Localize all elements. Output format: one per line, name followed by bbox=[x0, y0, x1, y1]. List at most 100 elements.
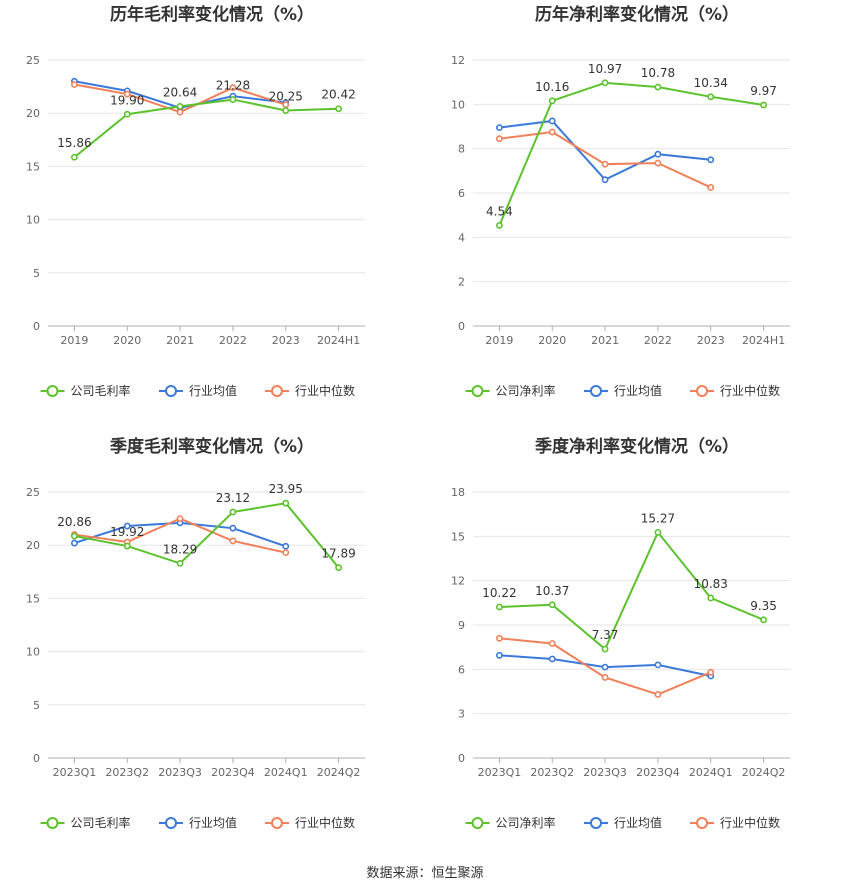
data-point bbox=[601, 160, 609, 168]
data-point bbox=[229, 84, 237, 92]
data-label: 15.86 bbox=[57, 136, 91, 150]
data-point bbox=[601, 79, 609, 87]
y-tick-label: 0 bbox=[458, 752, 465, 765]
y-tick-label: 20 bbox=[26, 107, 40, 120]
data-point bbox=[71, 81, 78, 88]
data-point bbox=[123, 110, 131, 118]
data-point bbox=[654, 159, 662, 167]
data-point bbox=[760, 101, 767, 109]
data-point bbox=[654, 150, 662, 158]
legend-marker-icon bbox=[46, 817, 59, 829]
chart-panel-quarterly-net-margin: 季度净利率变化情况（%） 0 3 6 9 12 15 18 2023Q1 2023Q2 2023Q3… bbox=[425, 432, 850, 862]
data-point bbox=[282, 549, 290, 557]
legend-item[interactable]: 公司毛利率 bbox=[40, 815, 131, 830]
chart-title: 历年毛利率变化情况（%） bbox=[110, 4, 314, 25]
data-point bbox=[654, 528, 662, 536]
data-label: 10.78 bbox=[641, 66, 675, 80]
data-point bbox=[176, 515, 184, 522]
x-tick-label: 2022 bbox=[644, 334, 672, 347]
legend-item[interactable]: 公司净利率 bbox=[465, 383, 556, 398]
y-tick-label: 15 bbox=[26, 160, 40, 173]
legend-item[interactable]: 行业均值 bbox=[584, 815, 662, 830]
y-tick-label: 18 bbox=[451, 486, 465, 499]
legend-label: 行业中位数 bbox=[720, 815, 780, 830]
y-tick-label: 12 bbox=[451, 575, 465, 588]
y-tick-label: 25 bbox=[26, 54, 40, 67]
x-tick-label: 2021 bbox=[166, 334, 194, 347]
legend-item[interactable]: 行业中位数 bbox=[690, 815, 780, 830]
chart-title: 历年净利率变化情况（%） bbox=[535, 4, 739, 25]
legend-label: 行业均值 bbox=[614, 815, 662, 830]
legend-label: 行业均值 bbox=[189, 815, 237, 830]
data-point bbox=[707, 93, 715, 101]
x-tick-label: 2024Q2 bbox=[742, 766, 786, 779]
y-tick-label: 10 bbox=[451, 98, 465, 111]
data-label: 21.28 bbox=[216, 79, 250, 93]
y-tick-label: 4 bbox=[458, 231, 465, 244]
y-tick-label: 8 bbox=[458, 143, 465, 156]
x-tick-label: 2021 bbox=[591, 334, 619, 347]
data-point bbox=[282, 107, 290, 114]
data-point bbox=[496, 221, 503, 229]
data-point bbox=[601, 674, 609, 681]
data-point bbox=[71, 539, 78, 547]
legend-item[interactable]: 行业中位数 bbox=[690, 383, 780, 398]
x-tick-label: 2023 bbox=[697, 334, 725, 347]
x-tick-label: 2019 bbox=[60, 334, 88, 347]
data-point bbox=[707, 156, 715, 164]
data-label: 20.86 bbox=[57, 515, 91, 529]
legend-item[interactable]: 行业中位数 bbox=[265, 815, 355, 830]
data-label: 17.89 bbox=[321, 547, 355, 561]
data-point bbox=[71, 153, 78, 161]
y-tick-label: 10 bbox=[26, 214, 40, 227]
data-point bbox=[601, 663, 609, 671]
data-point bbox=[282, 499, 290, 507]
legend-item[interactable]: 公司净利率 bbox=[465, 815, 556, 830]
data-label: 19.90 bbox=[110, 93, 144, 107]
x-tick-label: 2023Q1 bbox=[478, 766, 522, 779]
data-point bbox=[548, 97, 556, 105]
x-tick-label: 2023Q3 bbox=[158, 766, 202, 779]
legend-label: 行业中位数 bbox=[295, 383, 355, 398]
data-point bbox=[496, 651, 503, 659]
series-line bbox=[498, 81, 764, 226]
data-point bbox=[548, 117, 556, 125]
legend-item[interactable]: 行业中位数 bbox=[265, 383, 355, 398]
data-point bbox=[654, 83, 662, 91]
data-label: 10.83 bbox=[694, 577, 728, 591]
data-point bbox=[282, 542, 290, 550]
x-tick-label: 2023 bbox=[272, 334, 300, 347]
data-point bbox=[123, 542, 131, 550]
data-label: 7.37 bbox=[592, 628, 619, 642]
legend-label: 行业均值 bbox=[189, 383, 237, 398]
legend-label: 行业均值 bbox=[614, 383, 662, 398]
data-point bbox=[548, 655, 556, 663]
x-tick-label: 2024Q1 bbox=[264, 766, 308, 779]
x-tick-label: 2024Q1 bbox=[689, 766, 733, 779]
chart-annual-gross-margin: 历年毛利率变化情况（%） 0 5 10 15 20 25 2019 2020 2021 2022 20… bbox=[26, 4, 365, 398]
legend-marker-icon bbox=[165, 385, 177, 397]
legend-marker-icon bbox=[471, 817, 484, 829]
data-point bbox=[229, 537, 237, 545]
y-tick-label: 12 bbox=[451, 54, 465, 67]
data-label: 18.29 bbox=[163, 542, 197, 556]
data-label: 15.27 bbox=[641, 511, 675, 525]
legend-label: 行业中位数 bbox=[720, 383, 780, 398]
legend-item[interactable]: 行业均值 bbox=[584, 383, 662, 398]
y-tick-label: 6 bbox=[458, 187, 465, 200]
data-label: 4.54 bbox=[486, 204, 513, 218]
data-point bbox=[654, 691, 662, 698]
data-point bbox=[335, 564, 342, 572]
x-tick-label: 2023Q4 bbox=[636, 766, 680, 779]
data-point bbox=[601, 176, 609, 184]
legend-item[interactable]: 行业均值 bbox=[159, 815, 237, 830]
legend-marker-icon bbox=[471, 385, 484, 397]
legend-item[interactable]: 行业均值 bbox=[159, 383, 237, 398]
data-label: 10.37 bbox=[535, 584, 569, 598]
legend-item[interactable]: 公司毛利率 bbox=[40, 383, 131, 398]
chart-panel-annual-gross-margin: 历年毛利率变化情况（%） 0 5 10 15 20 25 2019 2020 2021 2022 20… bbox=[0, 0, 425, 430]
x-tick-label: 2024Q2 bbox=[317, 766, 361, 779]
data-point bbox=[707, 594, 715, 602]
legend-marker-icon bbox=[165, 817, 177, 829]
chart-quarterly-net-margin: 季度净利率变化情况（%） 0 3 6 9 12 15 18 2023Q1 2023Q2 2023Q3… bbox=[451, 436, 790, 830]
